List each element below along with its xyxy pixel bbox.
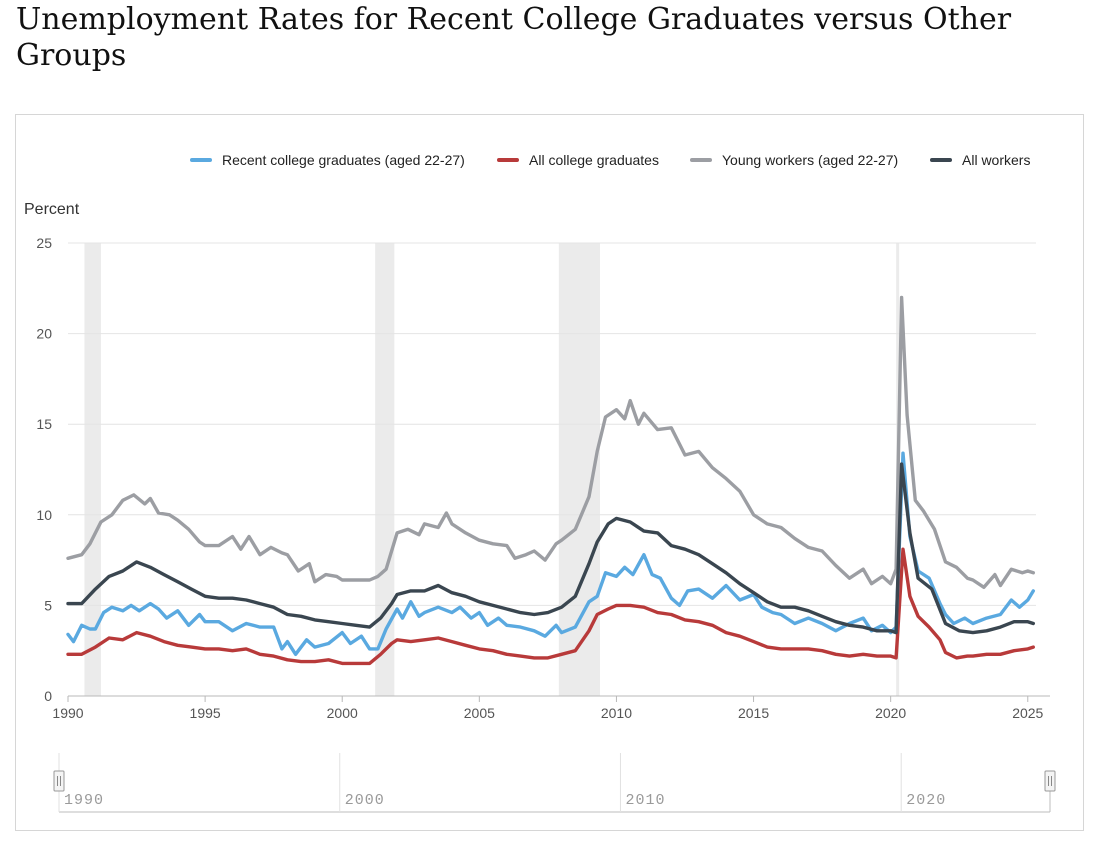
x-tick-label: 2005	[464, 705, 495, 721]
x-tick-label: 2020	[875, 705, 906, 721]
y-tick-label: 25	[36, 235, 52, 251]
legend-label: Young workers (aged 22-27)	[722, 152, 898, 168]
x-tick-label: 1995	[190, 705, 221, 721]
series-lines	[66, 295, 1035, 666]
recession-band	[375, 243, 395, 696]
x-tick-label: 2000	[327, 705, 358, 721]
series-line-all-workers	[66, 462, 1035, 635]
x-tick-label: 1990	[52, 705, 83, 721]
recession-band	[84, 243, 101, 696]
y-tick-label: 20	[36, 326, 52, 342]
y-tick-label: 5	[44, 597, 52, 613]
gridlines	[68, 242, 1036, 606]
navigator-label: 2020	[906, 792, 946, 809]
legend-item[interactable]: All college graduates	[497, 152, 659, 168]
chart-container: Percent 0 5 10 15 20 25 1990 1995 2000 2005 2010 20…	[15, 114, 1084, 831]
navigator-handle-left[interactable]	[53, 770, 65, 792]
legend-item[interactable]: All workers	[930, 152, 1030, 168]
legend-item[interactable]: Young workers (aged 22-27)	[690, 152, 898, 168]
x-tick-label: 2010	[601, 705, 632, 721]
navigator-label: 2010	[625, 792, 665, 809]
y-tick-label: 15	[36, 416, 52, 432]
x-tick-label: 2025	[1012, 705, 1043, 721]
legend-item[interactable]: Recent college graduates (aged 22-27)	[190, 152, 465, 168]
y-tick-label: 10	[36, 507, 52, 523]
range-navigator[interactable]: 1990 2000 2010 2020	[53, 753, 1056, 813]
navigator-label: 2000	[345, 792, 385, 809]
recession-bands	[84, 243, 900, 696]
drag-handle-icon	[1044, 770, 1056, 792]
navigator-label: 1990	[64, 792, 104, 809]
legend-label: All workers	[962, 152, 1030, 168]
x-tick-label: 2015	[738, 705, 769, 721]
legend-label: Recent college graduates (aged 22-27)	[222, 152, 465, 168]
series-line-young-workers	[66, 295, 1035, 589]
drag-handle-icon	[53, 770, 65, 792]
legend-label: All college graduates	[529, 152, 659, 168]
legend: Recent college graduates (aged 22-27) All…	[190, 152, 1030, 168]
page-title: Unemployment Rates for Recent College Gr…	[16, 2, 1012, 73]
y-tick-label: 0	[44, 688, 52, 704]
series-line-all-grads	[66, 547, 1035, 666]
y-axis-label: Percent	[24, 201, 80, 218]
navigator-handle-right[interactable]	[1044, 770, 1056, 792]
